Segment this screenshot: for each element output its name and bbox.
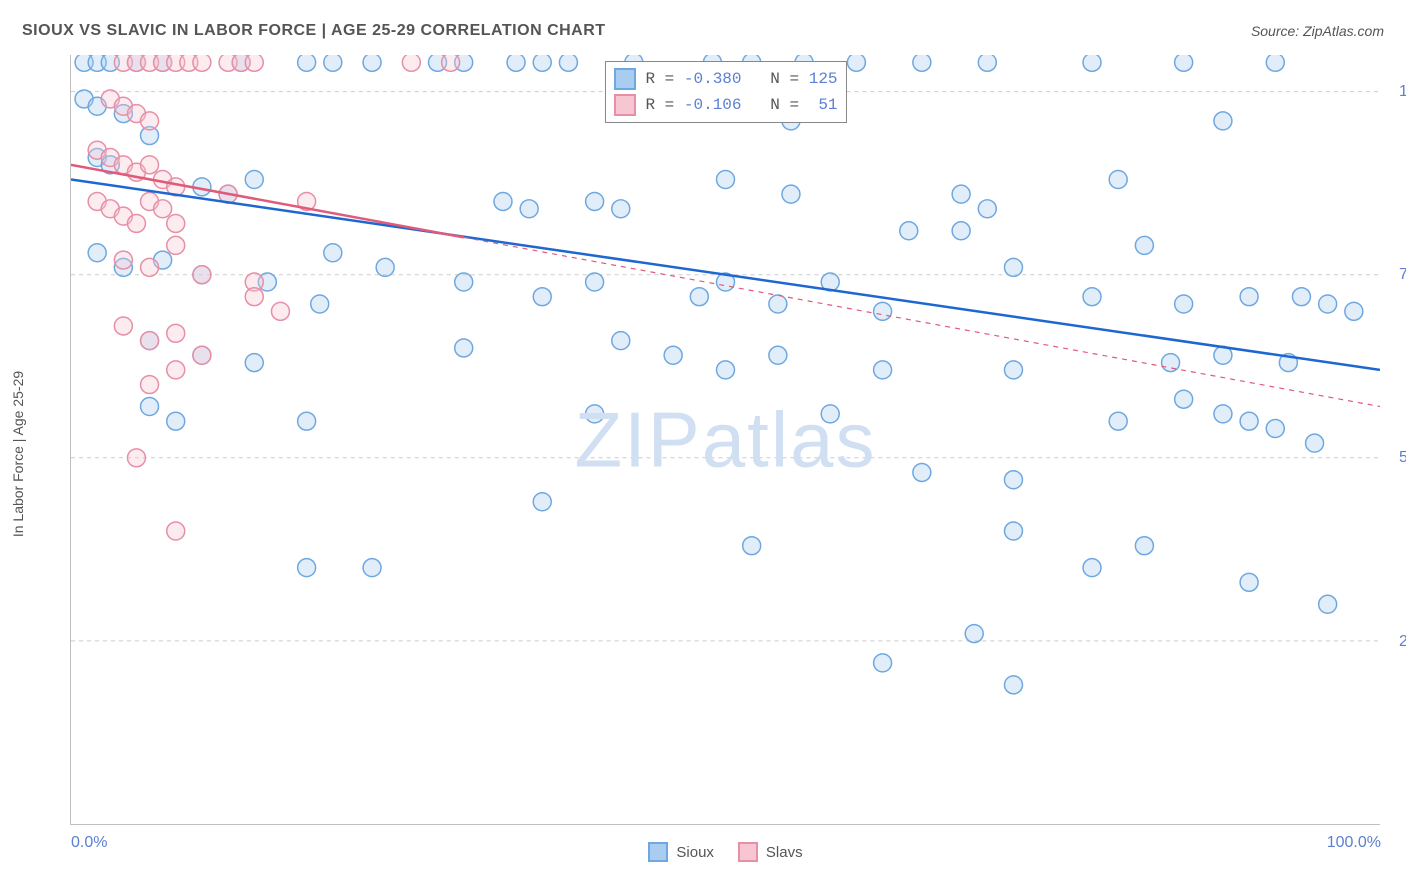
- stats-row: R = -0.106 N = 51: [613, 92, 837, 118]
- y-tick-label: 100.0%: [1391, 83, 1406, 101]
- stats-box: R = -0.380 N = 125 R = -0.106 N = 51: [604, 61, 846, 123]
- y-tick-label: 75.0%: [1391, 266, 1406, 284]
- x-tick-label: 100.0%: [1327, 834, 1381, 852]
- chart-container: SIOUX VS SLAVIC IN LABOR FORCE | AGE 25-…: [0, 0, 1406, 892]
- stats-row: R = -0.380 N = 125: [613, 66, 837, 92]
- legend-label: Slavs: [766, 844, 803, 861]
- plot-svg: [71, 55, 1380, 824]
- stats-text: R = -0.106 N = 51: [645, 96, 837, 114]
- x-tick-label: 0.0%: [71, 834, 107, 852]
- source-label: Source: ZipAtlas.com: [1251, 23, 1384, 39]
- y-tick-label: 50.0%: [1391, 449, 1406, 467]
- chart-area: ZIPatlas R = -0.380 N = 125R = -0.106 N …: [70, 55, 1380, 825]
- legend-item: Slavs: [738, 842, 803, 862]
- stats-swatch: [613, 94, 635, 116]
- y-axis-label: In Labor Force | Age 25-29: [10, 371, 26, 537]
- stats-swatch: [613, 68, 635, 90]
- legend-swatch: [648, 842, 668, 862]
- y-tick-label: 25.0%: [1391, 633, 1406, 651]
- legend-item: Sioux: [648, 842, 714, 862]
- legend-swatch: [738, 842, 758, 862]
- stats-text: R = -0.380 N = 125: [645, 70, 837, 88]
- legend-label: Sioux: [676, 844, 714, 861]
- legend-bottom: Sioux Slavs: [71, 842, 1380, 862]
- title-bar: SIOUX VS SLAVIC IN LABOR FORCE | AGE 25-…: [22, 22, 1384, 40]
- chart-title: SIOUX VS SLAVIC IN LABOR FORCE | AGE 25-…: [22, 22, 606, 40]
